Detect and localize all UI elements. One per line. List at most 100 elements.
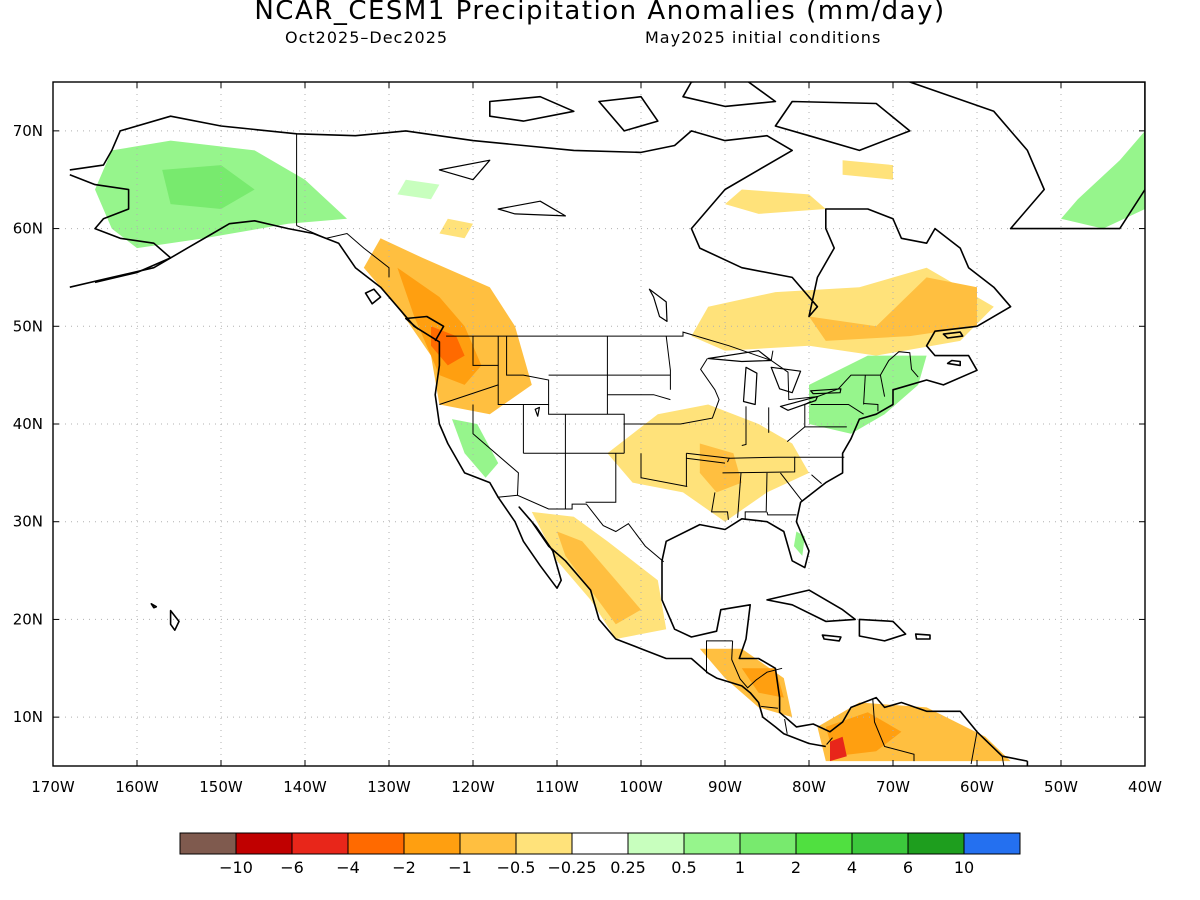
border-line	[1001, 756, 1005, 766]
lake-outline	[779, 396, 819, 411]
island-outline	[774, 100, 911, 152]
anomaly-region-centralam-orange	[741, 668, 784, 698]
border-line	[729, 456, 796, 459]
border-line	[665, 336, 671, 390]
lon-tick-label: 120W	[451, 778, 495, 796]
initial-conditions: May2025 initial conditions	[645, 28, 882, 47]
lake-outline	[742, 366, 758, 406]
island-outline	[821, 634, 842, 642]
colorbar-swatch	[291, 832, 349, 855]
lon-tick-label: 40W	[1128, 778, 1162, 796]
lon-tick-label: 80W	[792, 778, 826, 796]
anomaly-shading	[95, 130, 1145, 762]
border-line	[706, 640, 733, 674]
island-outline	[169, 609, 180, 632]
colorbar-label: 4	[847, 858, 857, 877]
colorbar-label: 6	[903, 858, 913, 877]
border-line	[970, 731, 978, 765]
border-line	[722, 456, 845, 474]
island-outline	[598, 95, 659, 132]
colorbar-label: −10	[219, 858, 253, 877]
anomaly-region-hudson-dry	[725, 189, 826, 214]
lat-tick-label: 30N	[13, 513, 43, 531]
border-line	[607, 394, 671, 401]
anomaly-region-newengland-wet	[809, 355, 927, 434]
island-outline	[914, 633, 931, 640]
border-line	[872, 699, 915, 762]
border-line	[640, 453, 688, 487]
colorbar-swatch	[179, 832, 237, 855]
lon-tick-label: 140W	[283, 778, 327, 796]
border-line	[780, 472, 803, 502]
lon-tick-label: 130W	[367, 778, 411, 796]
lat-tick-label: 10N	[13, 708, 43, 726]
colorbar-label: 10	[954, 858, 974, 877]
border-line	[446, 331, 919, 401]
axis-ticks: 170W 160W 150W 140W 130W 120W 110W 100W 90W 80W 70…	[13, 82, 1162, 796]
colorbar-label: −4	[336, 858, 360, 877]
border-line	[680, 358, 720, 425]
lake-outline	[707, 350, 772, 363]
lon-tick-label: 60W	[960, 778, 994, 796]
lon-tick-label: 150W	[199, 778, 243, 796]
lat-tick-label: 50N	[13, 317, 43, 335]
lon-tick-label: 50W	[1044, 778, 1078, 796]
island-outline	[908, 82, 1145, 230]
lake-outline	[648, 288, 668, 322]
border-line	[497, 384, 681, 425]
border-line	[711, 492, 729, 520]
lat-tick-label: 40N	[13, 415, 43, 433]
lon-tick-label: 90W	[708, 778, 742, 796]
anomaly-region-pnw-orange	[431, 326, 465, 366]
coastline	[69, 115, 1028, 762]
lake-outline	[497, 200, 567, 217]
colorbar-label: −6	[280, 858, 304, 877]
coastline	[404, 315, 445, 342]
coastlines	[53, 82, 1145, 766]
colorbar-swatch	[851, 832, 909, 855]
anomaly-region-samerica-red	[830, 736, 847, 762]
forecast-period: Oct2025–Dec2025	[285, 28, 449, 47]
border-line	[810, 404, 864, 415]
political-borders	[296, 133, 1005, 766]
island-outline	[488, 95, 575, 122]
anomaly-region-mexico-dry-core	[557, 531, 641, 625]
colorbar-swatch	[795, 832, 853, 855]
lat-tick-label: 20N	[13, 610, 43, 628]
lake-outline	[438, 159, 491, 181]
border-line	[548, 336, 608, 376]
border-line	[826, 737, 833, 745]
anomaly-region-alaska-wet-core	[162, 165, 255, 209]
map-title: NCAR_CESM1 Precipitation Anomalies (mm/d…	[254, 0, 946, 26]
colorbar-label: 1	[735, 858, 745, 877]
border-line	[472, 404, 519, 496]
anomaly-region-samerica-orange	[825, 712, 902, 757]
lake-outline	[810, 388, 842, 395]
border-line	[506, 336, 550, 405]
colorbar-swatch	[235, 832, 293, 855]
anomaly-region-quebec-dry-core	[809, 277, 977, 341]
island-outline	[942, 331, 964, 339]
lon-tick-label: 70W	[876, 778, 910, 796]
border-line	[766, 511, 797, 516]
colorbar-swatch	[459, 832, 517, 855]
border-line	[497, 494, 665, 563]
coastline	[69, 220, 826, 748]
border-line	[686, 457, 726, 464]
colorbar-swatch	[515, 832, 573, 855]
border-line	[879, 375, 886, 397]
border-line	[585, 453, 617, 503]
colorbar-swatch	[403, 832, 461, 855]
island-outline	[858, 618, 907, 642]
colorbar-label: 2	[791, 858, 801, 877]
colorbar-swatch	[347, 832, 405, 855]
island-outline	[150, 602, 158, 609]
border-line	[744, 472, 768, 519]
colorbar-label: 0.25	[610, 858, 646, 877]
anomaly-region-florida-wet	[793, 531, 805, 556]
border-line	[296, 225, 390, 278]
coastline	[69, 174, 172, 284]
colorbar-swatch	[739, 832, 797, 855]
anomaly-region-centralam-dry	[699, 648, 793, 718]
